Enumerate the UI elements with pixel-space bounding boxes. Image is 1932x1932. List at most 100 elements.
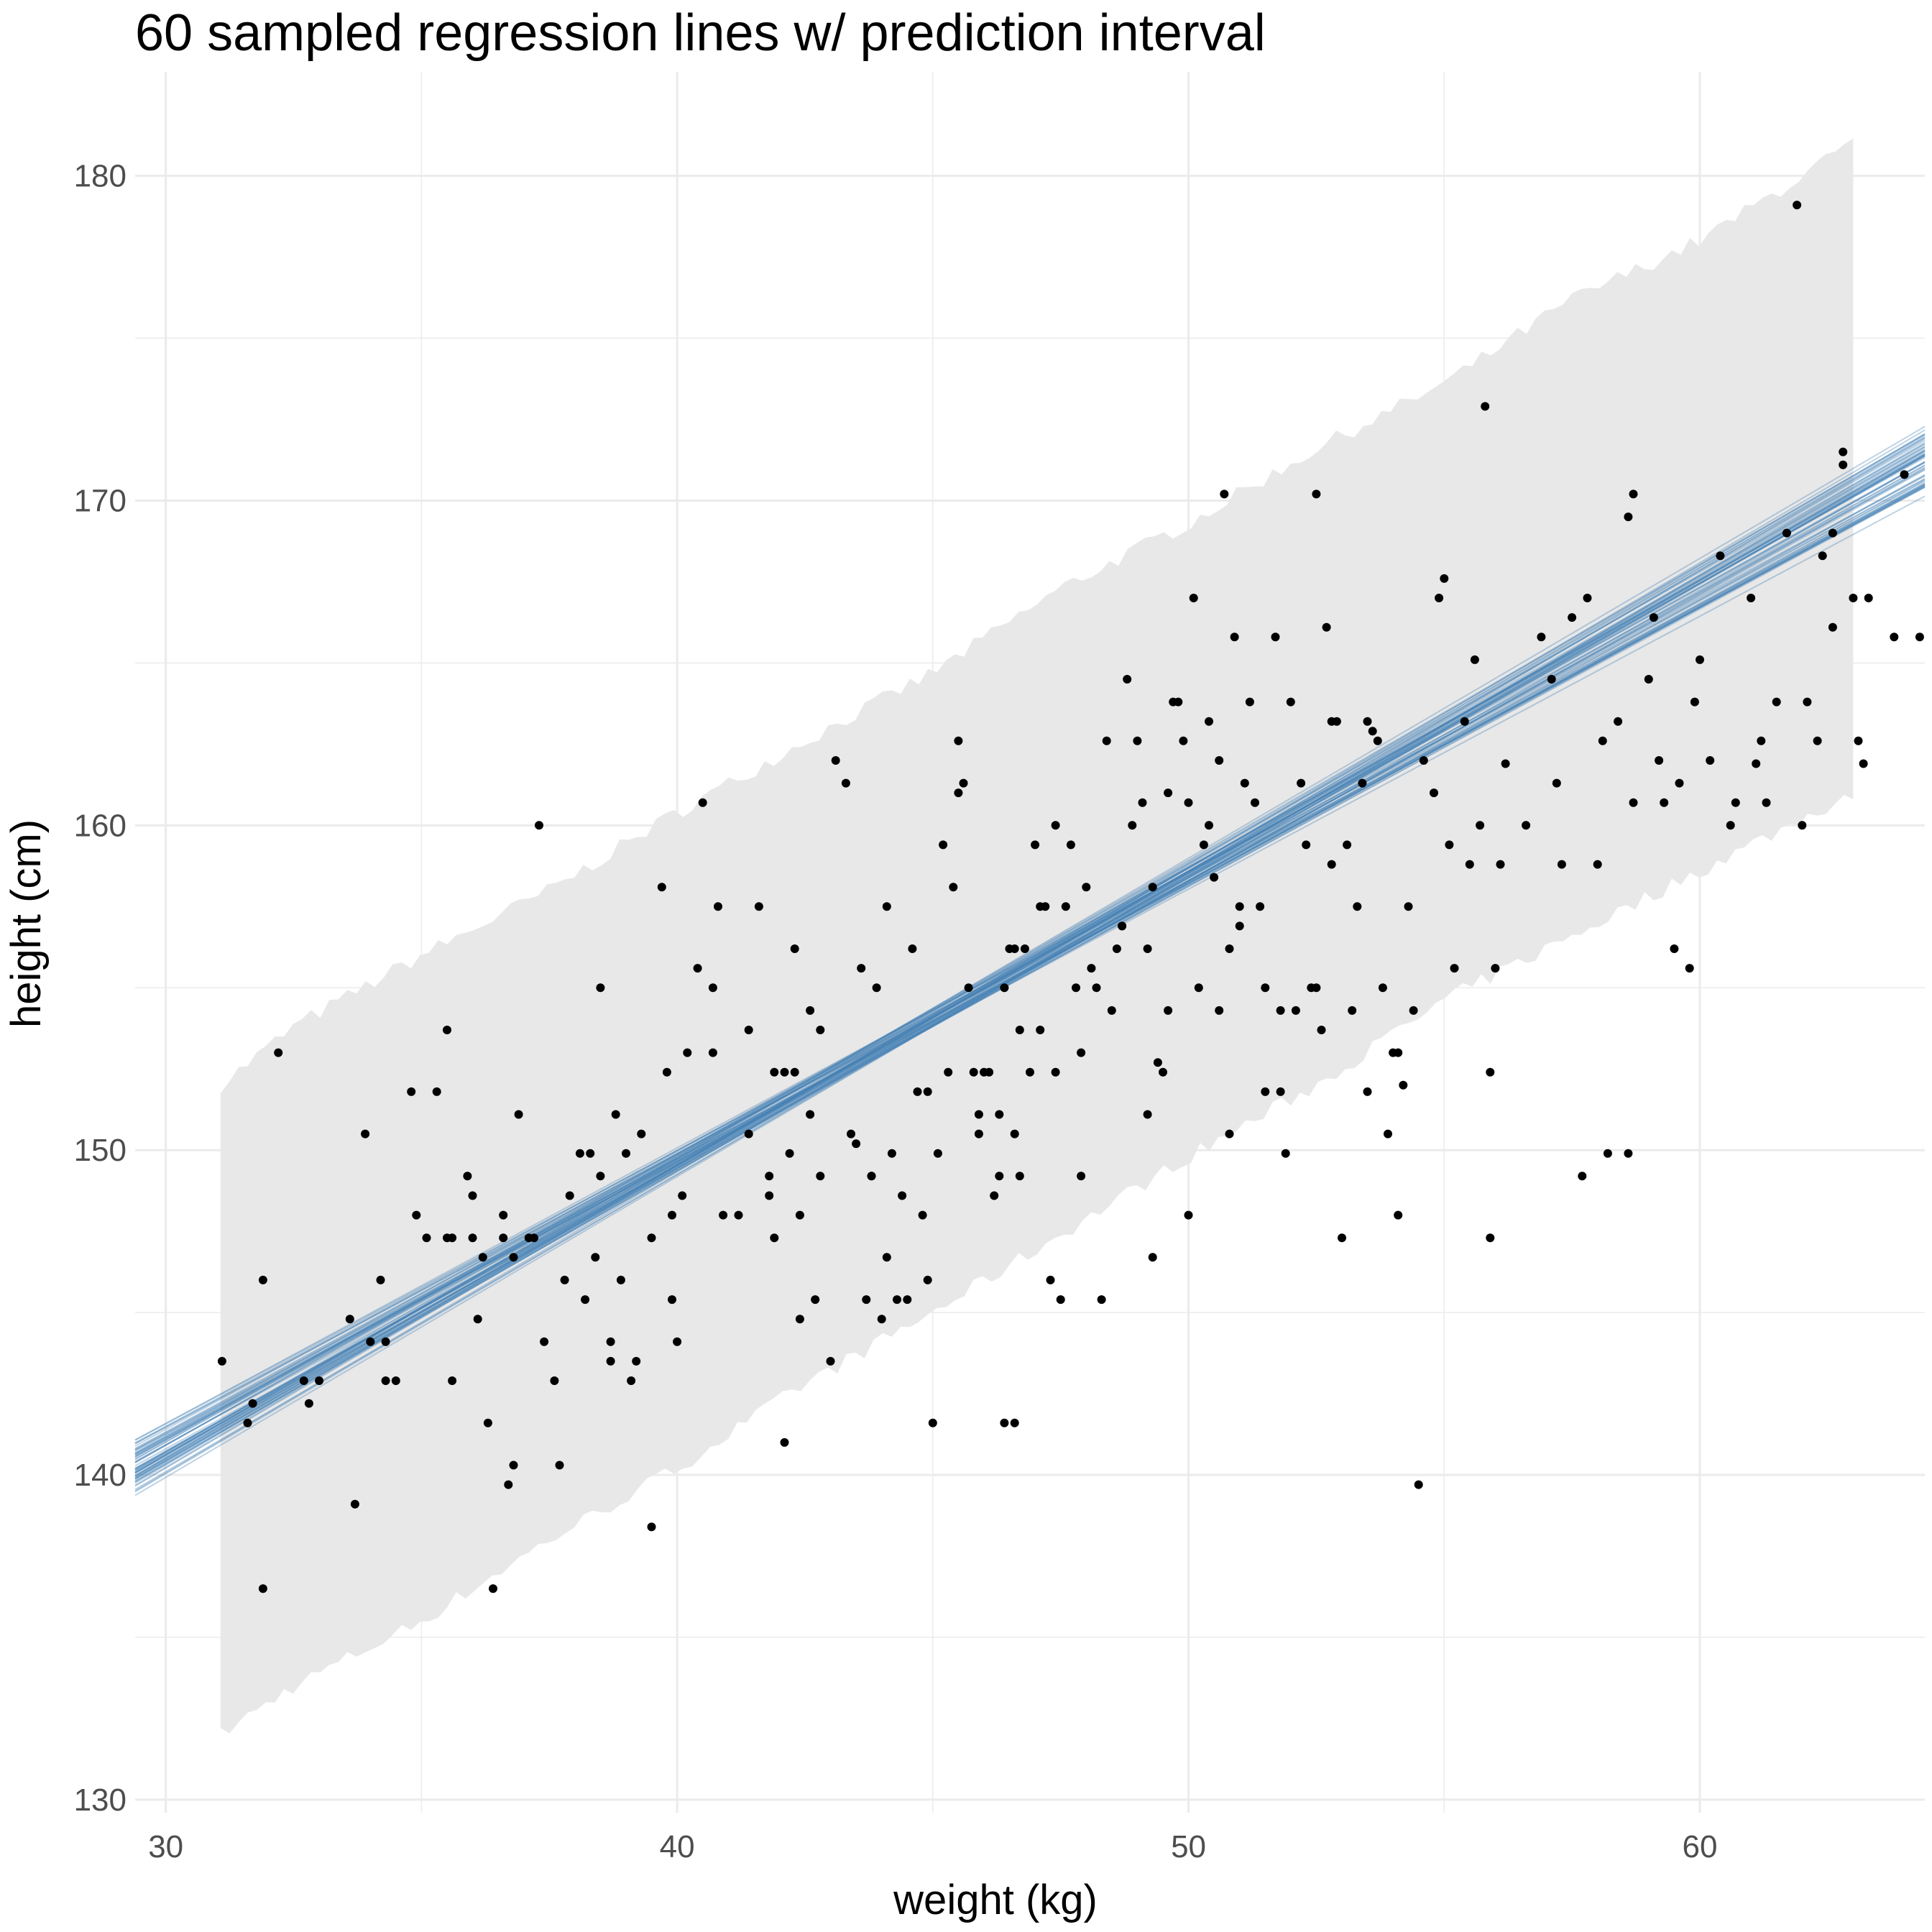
data-point [1051,1067,1060,1077]
data-point [780,1067,789,1077]
data-point [1097,1295,1106,1305]
regression-line [134,461,1926,1460]
regression-line [134,454,1926,1458]
data-point [407,1087,416,1096]
data-point [806,1006,815,1015]
data-point [754,902,763,911]
data-point [1225,1129,1234,1138]
data-point [611,1110,620,1119]
data-point [1859,759,1868,768]
data-point [637,1129,646,1138]
data-point [770,1233,779,1243]
data-point [1215,1006,1224,1015]
data-point [468,1233,477,1243]
data-point [1378,983,1387,993]
data-point [959,778,968,788]
data-point [350,1499,359,1509]
data-point [1353,902,1362,911]
data-point [1598,736,1607,745]
regression-line [134,450,1926,1473]
data-point [1123,675,1132,684]
data-point [1363,717,1372,726]
data-point [1404,902,1413,911]
data-point [1041,902,1050,911]
data-point [1644,675,1653,684]
data-point [1522,821,1531,830]
data-point [1184,798,1193,807]
y-tick-label: 140 [74,1458,126,1493]
data-point [1747,594,1756,602]
data-point [964,983,973,993]
data-point [1251,798,1259,807]
regression-line [134,474,1926,1441]
data-point [412,1210,421,1220]
data-point [443,1026,451,1034]
data-point [1690,697,1699,707]
data-point [540,1337,549,1346]
data-point [1839,460,1848,469]
data-point [1225,944,1234,953]
regression-line [134,461,1926,1463]
x-axis-title: weight (kg) [893,1877,1098,1923]
data-point [862,1295,871,1305]
data-point [1281,1149,1290,1158]
data-point [1276,1087,1285,1096]
data-point [1394,1210,1403,1220]
regression-line [134,474,1926,1471]
regression-lines [134,426,1926,1496]
data-point [1271,632,1280,642]
data-point [944,1067,953,1077]
prediction-interval-band [220,138,1854,1734]
data-point [1762,798,1771,807]
data-point [1706,756,1715,765]
data-point [1624,1149,1633,1158]
data-point [1731,798,1740,807]
data-point [1900,470,1909,479]
data-point [903,1295,912,1305]
data-point [1803,697,1812,707]
data-point [872,983,881,993]
regression-line [134,433,1926,1471]
data-point [1813,736,1822,745]
data-point [591,1253,600,1262]
data-point [673,1337,682,1346]
data-point [1194,983,1203,993]
regression-line [134,456,1926,1454]
data-point [606,1356,615,1366]
data-point [1465,860,1474,869]
data-point [1675,778,1684,788]
data-point [816,1172,825,1181]
data-point [1839,447,1848,456]
data-point [662,1067,671,1077]
regression-line [134,482,1926,1456]
data-point [1890,632,1899,642]
data-point [949,883,958,892]
regression-line [134,464,1926,1470]
data-point [826,1356,835,1366]
data-point [1782,528,1791,538]
data-point [974,1129,983,1138]
data-point [361,1129,370,1138]
data-point [1486,1067,1495,1077]
data-point [1440,574,1449,583]
regression-line [134,439,1926,1480]
data-point [1220,489,1229,499]
data-point [1864,594,1873,602]
data-point [790,1067,799,1077]
data-point [535,821,543,830]
data-point [345,1315,354,1324]
data-point [1010,1129,1019,1138]
regression-line [134,495,1926,1452]
data-point [867,1172,876,1181]
data-point [1138,798,1147,807]
y-tick-label: 160 [74,808,126,843]
regression-line [134,475,1926,1450]
prediction-interval [220,138,1854,1734]
data-point [1629,798,1638,807]
data-point [1205,717,1213,726]
regression-line [134,435,1926,1487]
data-point [1445,840,1454,850]
data-point [647,1233,656,1243]
data-point [1358,778,1367,788]
